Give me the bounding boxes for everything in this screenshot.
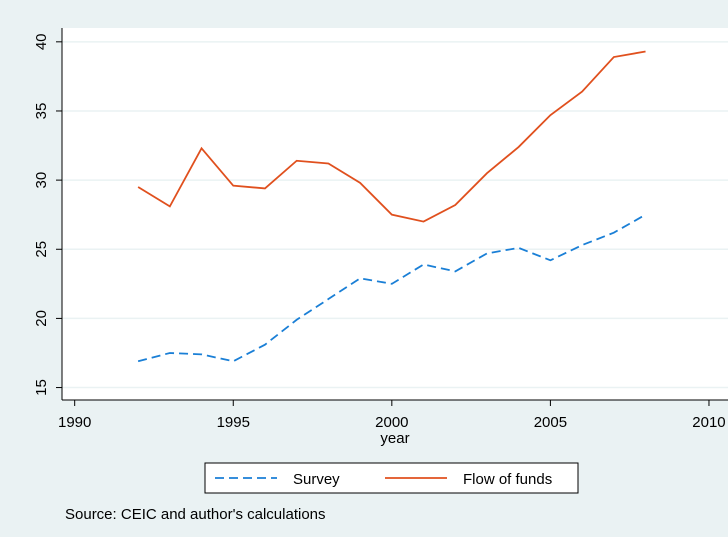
y-tick-label: 15	[33, 379, 50, 396]
y-tick-label: 30	[33, 172, 50, 189]
source-note: Source: CEIC and author's calculations	[65, 506, 326, 523]
x-tick-label: 2000	[375, 414, 408, 431]
x-tick-label: 2005	[534, 414, 567, 431]
series-line	[137, 50, 646, 223]
y-tick-label: 35	[33, 103, 50, 120]
plot-area	[62, 28, 728, 400]
series-line	[137, 213, 646, 363]
x-tick-label: 2010	[692, 414, 725, 431]
x-tick-label: 1990	[58, 414, 91, 431]
legend-label: Flow of funds	[463, 471, 552, 488]
legend-label: Survey	[293, 471, 340, 488]
y-tick-label: 20	[33, 310, 50, 327]
x-tick-label: 1995	[217, 414, 250, 431]
x-axis-label: year	[380, 430, 409, 447]
y-tick-label: 25	[33, 241, 50, 258]
y-tick-label: 40	[33, 33, 50, 50]
